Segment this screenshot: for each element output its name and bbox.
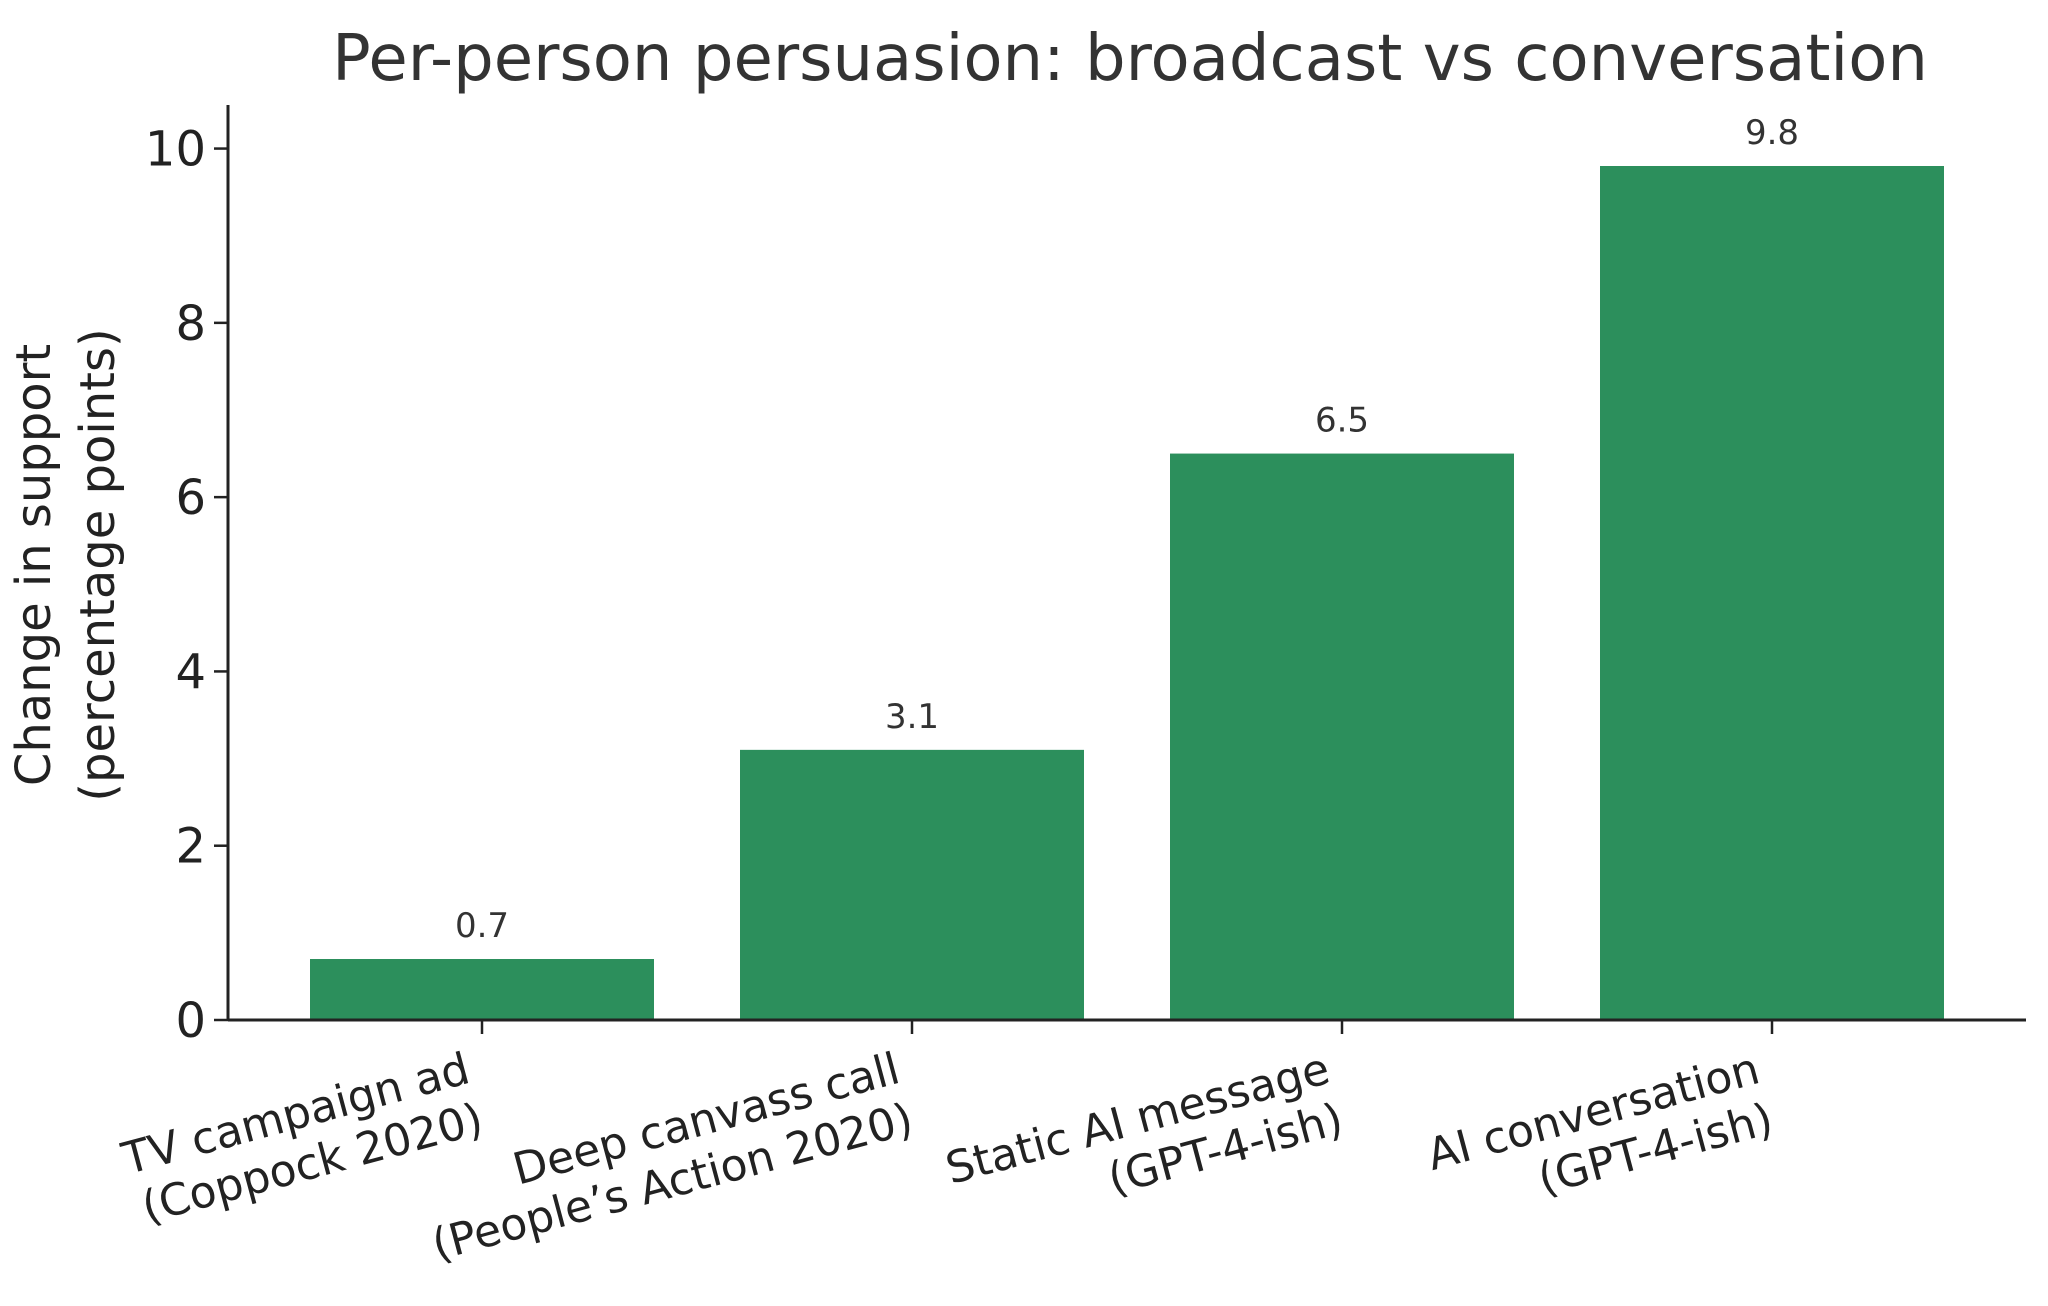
- y-axis-label-line-2: (percentage points): [70, 328, 126, 801]
- y-tick-label-0: 0: [175, 993, 206, 1049]
- bar-1: [310, 959, 654, 1020]
- x-tick-label-2: Deep canvass call(People’s Action 2020): [427, 1043, 918, 1271]
- bar-2: [740, 749, 1084, 1020]
- data-labels-layer: 0.7 3.1 6.5 9.8: [455, 113, 1799, 946]
- y-tick-label-10: 10: [145, 122, 206, 178]
- x-ticks-layer: TV campaign ad(Coppock 2020) Deep canvass…: [116, 1020, 1778, 1271]
- data-label-4: 9.8: [1745, 113, 1799, 153]
- bar-4: [1600, 166, 1944, 1020]
- y-tick-label-2: 2: [175, 819, 206, 875]
- x-tick-label-4: AI conversation(GPT-4-ish): [1422, 1043, 1778, 1205]
- data-label-3: 6.5: [1315, 401, 1369, 441]
- data-label-2: 3.1: [885, 697, 939, 737]
- chart-title: Per-person persuasion: broadcast vs conv…: [332, 22, 1928, 96]
- y-ticks-layer: 0 2 4 6 8 10: [145, 122, 228, 1049]
- axes-layer: [226, 105, 2026, 1022]
- bar-3: [1170, 453, 1514, 1021]
- data-label-1: 0.7: [455, 906, 509, 946]
- y-tick-label-4: 4: [175, 644, 206, 700]
- y-tick-label-8: 8: [175, 296, 206, 352]
- x-tick-label-3: Static AI message(GPT-4-ish): [940, 1043, 1348, 1205]
- y-axis-label-line-1: Change in support: [6, 344, 62, 786]
- y-axis-label: Change in support (percentage points): [6, 328, 126, 801]
- y-tick-label-6: 6: [175, 470, 206, 526]
- x-tick-label-1: TV campaign ad(Coppock 2020): [116, 1043, 488, 1233]
- bars-layer: [310, 166, 1944, 1021]
